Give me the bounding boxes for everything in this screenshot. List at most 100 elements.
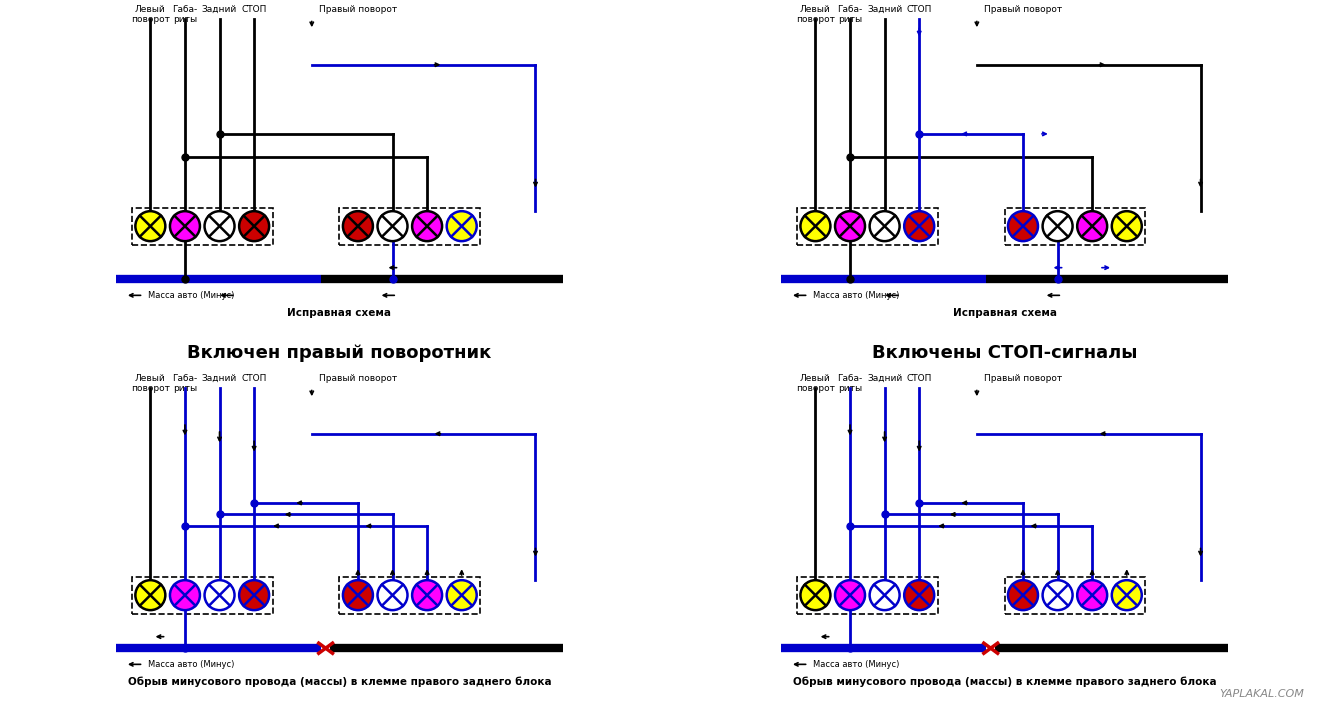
Wedge shape	[185, 211, 200, 226]
Text: СТОП: СТОП	[242, 373, 267, 383]
Text: СТОП: СТОП	[906, 373, 931, 383]
Wedge shape	[919, 595, 934, 610]
Wedge shape	[413, 595, 427, 610]
Wedge shape	[169, 595, 185, 610]
Text: Задний: Задний	[867, 373, 902, 383]
Bar	[797, 208, 938, 244]
Wedge shape	[343, 226, 358, 241]
Wedge shape	[870, 595, 884, 610]
Text: Левый
поворот: Левый поворот	[796, 373, 835, 393]
Wedge shape	[1008, 211, 1023, 226]
Wedge shape	[849, 595, 866, 610]
Wedge shape	[835, 226, 849, 241]
Wedge shape	[905, 595, 919, 610]
Wedge shape	[427, 226, 442, 241]
Wedge shape	[1043, 211, 1058, 226]
Wedge shape	[413, 580, 427, 595]
Wedge shape	[835, 211, 849, 226]
Wedge shape	[151, 595, 165, 610]
Wedge shape	[884, 226, 899, 241]
Text: Правый поворот: Правый поворот	[319, 373, 396, 383]
Wedge shape	[870, 226, 884, 241]
Text: Левый
поворот: Левый поворот	[796, 5, 835, 24]
Text: Задний: Задний	[202, 5, 237, 13]
Text: Задний: Задний	[202, 373, 237, 383]
Wedge shape	[413, 226, 427, 241]
Wedge shape	[1093, 226, 1107, 241]
Wedge shape	[905, 226, 919, 241]
Wedge shape	[427, 580, 442, 595]
Wedge shape	[204, 580, 219, 595]
Wedge shape	[392, 595, 407, 610]
Wedge shape	[239, 226, 254, 241]
Wedge shape	[801, 211, 816, 226]
Wedge shape	[1077, 580, 1093, 595]
Wedge shape	[1058, 580, 1073, 595]
Wedge shape	[1023, 211, 1038, 226]
Bar	[340, 577, 480, 614]
Wedge shape	[835, 595, 849, 610]
Wedge shape	[185, 595, 200, 610]
Wedge shape	[204, 211, 219, 226]
Text: Исправная схема: Исправная схема	[953, 309, 1056, 318]
Bar	[132, 208, 273, 244]
Wedge shape	[816, 226, 831, 241]
Text: YAPLAKAL.COM: YAPLAKAL.COM	[1219, 689, 1304, 699]
Wedge shape	[413, 211, 427, 226]
Wedge shape	[136, 226, 151, 241]
Wedge shape	[239, 211, 254, 226]
Wedge shape	[1111, 211, 1126, 226]
Wedge shape	[801, 226, 816, 241]
Wedge shape	[392, 211, 407, 226]
Text: Задний: Задний	[867, 5, 902, 13]
Wedge shape	[1043, 595, 1058, 610]
Text: Левый
поворот: Левый поворот	[130, 373, 169, 393]
Wedge shape	[392, 580, 407, 595]
Wedge shape	[1111, 595, 1126, 610]
Wedge shape	[219, 211, 234, 226]
Wedge shape	[254, 595, 269, 610]
Wedge shape	[446, 226, 462, 241]
Wedge shape	[151, 211, 165, 226]
Wedge shape	[204, 226, 219, 241]
Wedge shape	[919, 211, 934, 226]
Wedge shape	[1008, 580, 1023, 595]
Wedge shape	[1093, 580, 1107, 595]
Bar	[340, 208, 480, 244]
Wedge shape	[1111, 580, 1126, 595]
Wedge shape	[378, 580, 392, 595]
Text: Исправная схема: Исправная схема	[288, 309, 391, 318]
Wedge shape	[239, 595, 254, 610]
Wedge shape	[358, 580, 372, 595]
Bar	[1004, 577, 1145, 614]
Wedge shape	[185, 580, 200, 595]
Wedge shape	[1008, 226, 1023, 241]
Wedge shape	[905, 211, 919, 226]
Wedge shape	[151, 226, 165, 241]
Bar	[132, 577, 273, 614]
Wedge shape	[1111, 226, 1126, 241]
Wedge shape	[1058, 595, 1073, 610]
Wedge shape	[239, 580, 254, 595]
Wedge shape	[378, 226, 392, 241]
Wedge shape	[446, 580, 462, 595]
Text: Масса авто (Минус): Масса авто (Минус)	[813, 291, 899, 300]
Wedge shape	[849, 580, 866, 595]
Wedge shape	[884, 211, 899, 226]
Wedge shape	[816, 580, 831, 595]
Text: Обрыв минусового провода (массы) в клемме правого заднего блока: Обрыв минусового провода (массы) в клемм…	[793, 677, 1216, 688]
Wedge shape	[254, 211, 269, 226]
Wedge shape	[816, 595, 831, 610]
Wedge shape	[1023, 580, 1038, 595]
Wedge shape	[446, 595, 462, 610]
Wedge shape	[343, 580, 358, 595]
Wedge shape	[378, 595, 392, 610]
Wedge shape	[870, 580, 884, 595]
Wedge shape	[185, 226, 200, 241]
Wedge shape	[378, 211, 392, 226]
Wedge shape	[1023, 595, 1038, 610]
Wedge shape	[219, 226, 234, 241]
Text: СТОП: СТОП	[242, 5, 267, 13]
Wedge shape	[219, 595, 234, 610]
Wedge shape	[343, 595, 358, 610]
